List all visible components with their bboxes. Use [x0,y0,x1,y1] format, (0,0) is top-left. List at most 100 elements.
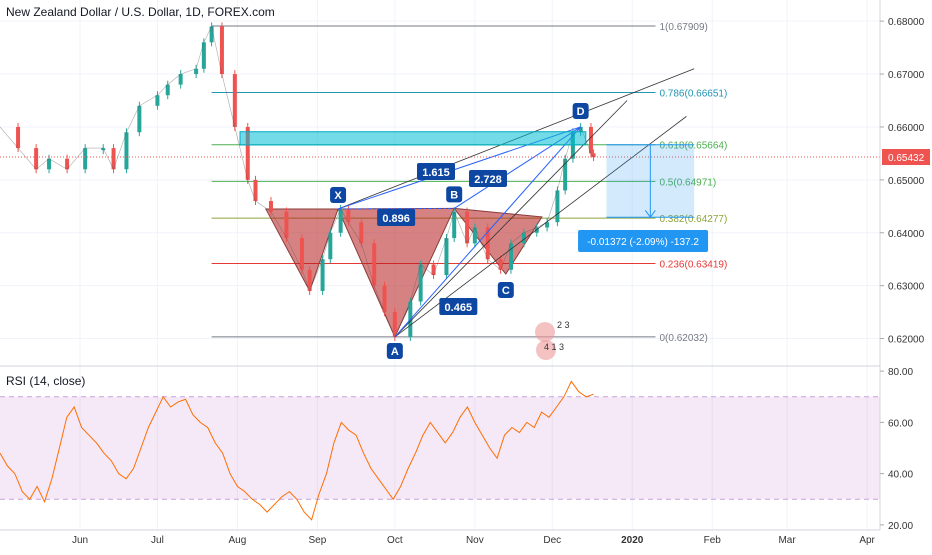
candle-body [155,95,160,106]
trend-line [394,100,628,338]
ratio-label: 0.896 [382,213,410,225]
rsi-tick-label: 80.00 [888,367,913,378]
candle-body [137,105,142,133]
candle-body [521,232,526,244]
candle-body [472,227,477,244]
candle-body [498,259,503,270]
fib-level-label: 1(0.67909) [659,22,707,33]
candle-body [16,126,21,149]
candle-body [508,243,513,270]
pattern-point-box [446,186,463,203]
rsi-title: RSI (14, close) [6,374,86,388]
candle-body [392,312,397,337]
candle-body [359,222,364,244]
event-badge-icon [536,340,556,360]
candle-body [284,211,289,239]
candle-body [465,211,470,244]
fib-level-label: 0.236(0.63419) [659,259,727,270]
candle-body [346,208,351,223]
time-tick-label: Nov [466,535,484,546]
candle-body [124,132,129,170]
ratio-label-box [439,298,478,315]
pattern-point-box [330,186,347,203]
time-tick-label: Oct [387,535,403,546]
candle-body [47,158,52,170]
candle-body [320,259,325,291]
rsi-tick-label: 40.00 [888,470,913,481]
candle-body [555,190,560,223]
price-tick-label: 0.68000 [888,17,925,28]
candle-body [444,238,449,276]
resistance-zone [239,131,587,146]
candle-body [268,201,273,212]
candle-body [418,264,423,302]
ratio-label: 1.615 [422,167,450,179]
candle-body [485,227,490,260]
pattern-point-label: D [577,106,585,118]
pattern-point-label: B [450,189,458,201]
candle-body [328,232,333,260]
candle-body [65,158,70,170]
pattern-point-box [386,342,403,359]
ratio-label: 0.465 [445,302,473,314]
time-tick-label: Dec [543,535,561,546]
ratio-label-box [377,209,416,226]
rsi-tick-label: 20.00 [888,521,913,532]
fib-level-label: 0.5(0.64971) [659,177,716,188]
candle-body [219,26,224,75]
candle-body [588,126,593,154]
time-tick-label: Apr [859,535,875,546]
price-tick-label: 0.64000 [888,229,925,240]
candle-body [101,148,106,151]
pattern-line [338,207,455,210]
time-tick-label: Mar [778,535,796,546]
candle-body [563,158,568,191]
price-tick-label: 0.65000 [888,176,925,187]
fib-level-label: 0(0.62032) [659,333,707,344]
time-tick-label: Sep [309,535,327,546]
ratio-label-box [417,163,455,180]
time-tick-label: Aug [229,535,247,546]
candle-body [299,238,304,270]
projection-arrowhead [644,210,656,219]
candle-body [307,269,312,291]
last-price-badge [882,149,930,166]
candle-body [372,243,377,286]
candle-body [545,222,550,228]
candle-body [194,68,199,75]
rsi-line [0,380,594,521]
candle-body [245,126,250,180]
candle-body [201,42,206,69]
pattern-line [394,126,582,338]
chart-title: New Zealand Dollar / U.S. Dollar, 1D, FO… [6,5,275,19]
candle-body [591,153,596,158]
pattern-triangle [337,207,455,339]
ratio-label: 2.728 [474,174,502,186]
rsi-tick-label: 60.00 [888,418,913,429]
candle-body [452,211,457,239]
rsi-band [0,396,880,500]
candle-body [338,208,343,233]
projection-label: -0.01372 (-2.09%) -137.2 [587,237,699,248]
pattern-point-label: A [391,346,399,358]
candle-body [382,285,387,313]
candle-body [232,74,237,127]
price-tick-label: 0.62000 [888,335,925,346]
time-tick-label: Feb [704,535,722,546]
candle-body [165,84,170,96]
pattern-point-label: C [502,285,510,297]
candle-body [431,264,436,276]
candle-body [111,148,116,170]
time-tick-label: 2020 [621,535,644,546]
candle-body [83,148,88,170]
price-tick-label: 0.63000 [888,282,925,293]
price-tick-label: 0.66000 [888,123,925,134]
projection-label-box [578,230,709,252]
candle-body [534,227,539,233]
price-tick-label: 0.67000 [888,70,925,81]
event-badge-icon [535,322,555,342]
last-price-label: 0.65432 [888,153,925,164]
time-tick-label: Jul [151,535,164,546]
